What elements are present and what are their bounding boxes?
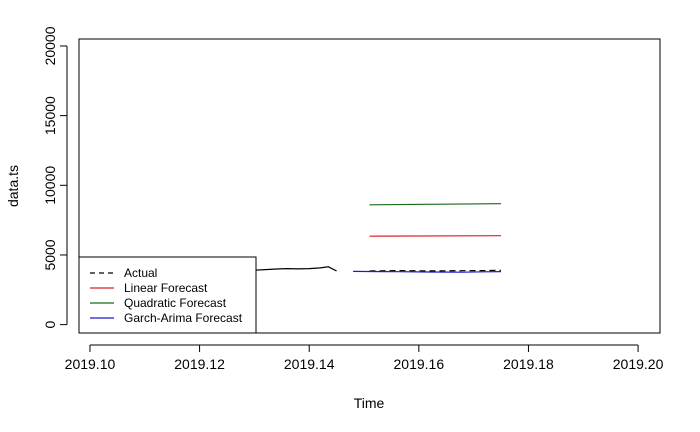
plot-frame	[78, 38, 661, 334]
legend-label: Linear Forecast	[124, 281, 208, 295]
series-line-2	[369, 235, 502, 237]
y-axis-title: data.ts	[5, 165, 21, 207]
legend-label: Actual	[124, 266, 157, 280]
y-tick-label: 5000	[42, 239, 58, 270]
legend-label: Quadratic Forecast	[124, 296, 227, 310]
x-tick-label: 2019.12	[174, 356, 225, 372]
legend-label: Garch-Arima Forecast	[124, 311, 243, 325]
series-line-4	[353, 270, 502, 273]
x-tick-label: 2019.14	[284, 356, 335, 372]
series-line-0	[247, 266, 337, 274]
y-tick-label: 20000	[42, 26, 58, 65]
y-tick-label: 0	[42, 321, 58, 329]
x-tick-label: 2019.10	[65, 356, 116, 372]
x-tick-label: 2019.18	[503, 356, 554, 372]
series-line-3	[369, 203, 502, 206]
y-tick-label: 10000	[42, 166, 58, 205]
legend-box	[78, 256, 257, 334]
series-layer	[247, 203, 502, 274]
y-axis: 0 5000 10000 15000 20000	[42, 26, 68, 329]
y-tick-label: 15000	[42, 96, 58, 135]
series-line-1	[369, 269, 502, 272]
x-tick-label: 2019.16	[394, 356, 445, 372]
x-axis-title: Time	[354, 395, 385, 411]
x-axis: 2019.10 2019.12 2019.14 2019.16 2019.18 2019.…	[65, 344, 664, 372]
x-tick-label: 2019.20	[613, 356, 664, 372]
